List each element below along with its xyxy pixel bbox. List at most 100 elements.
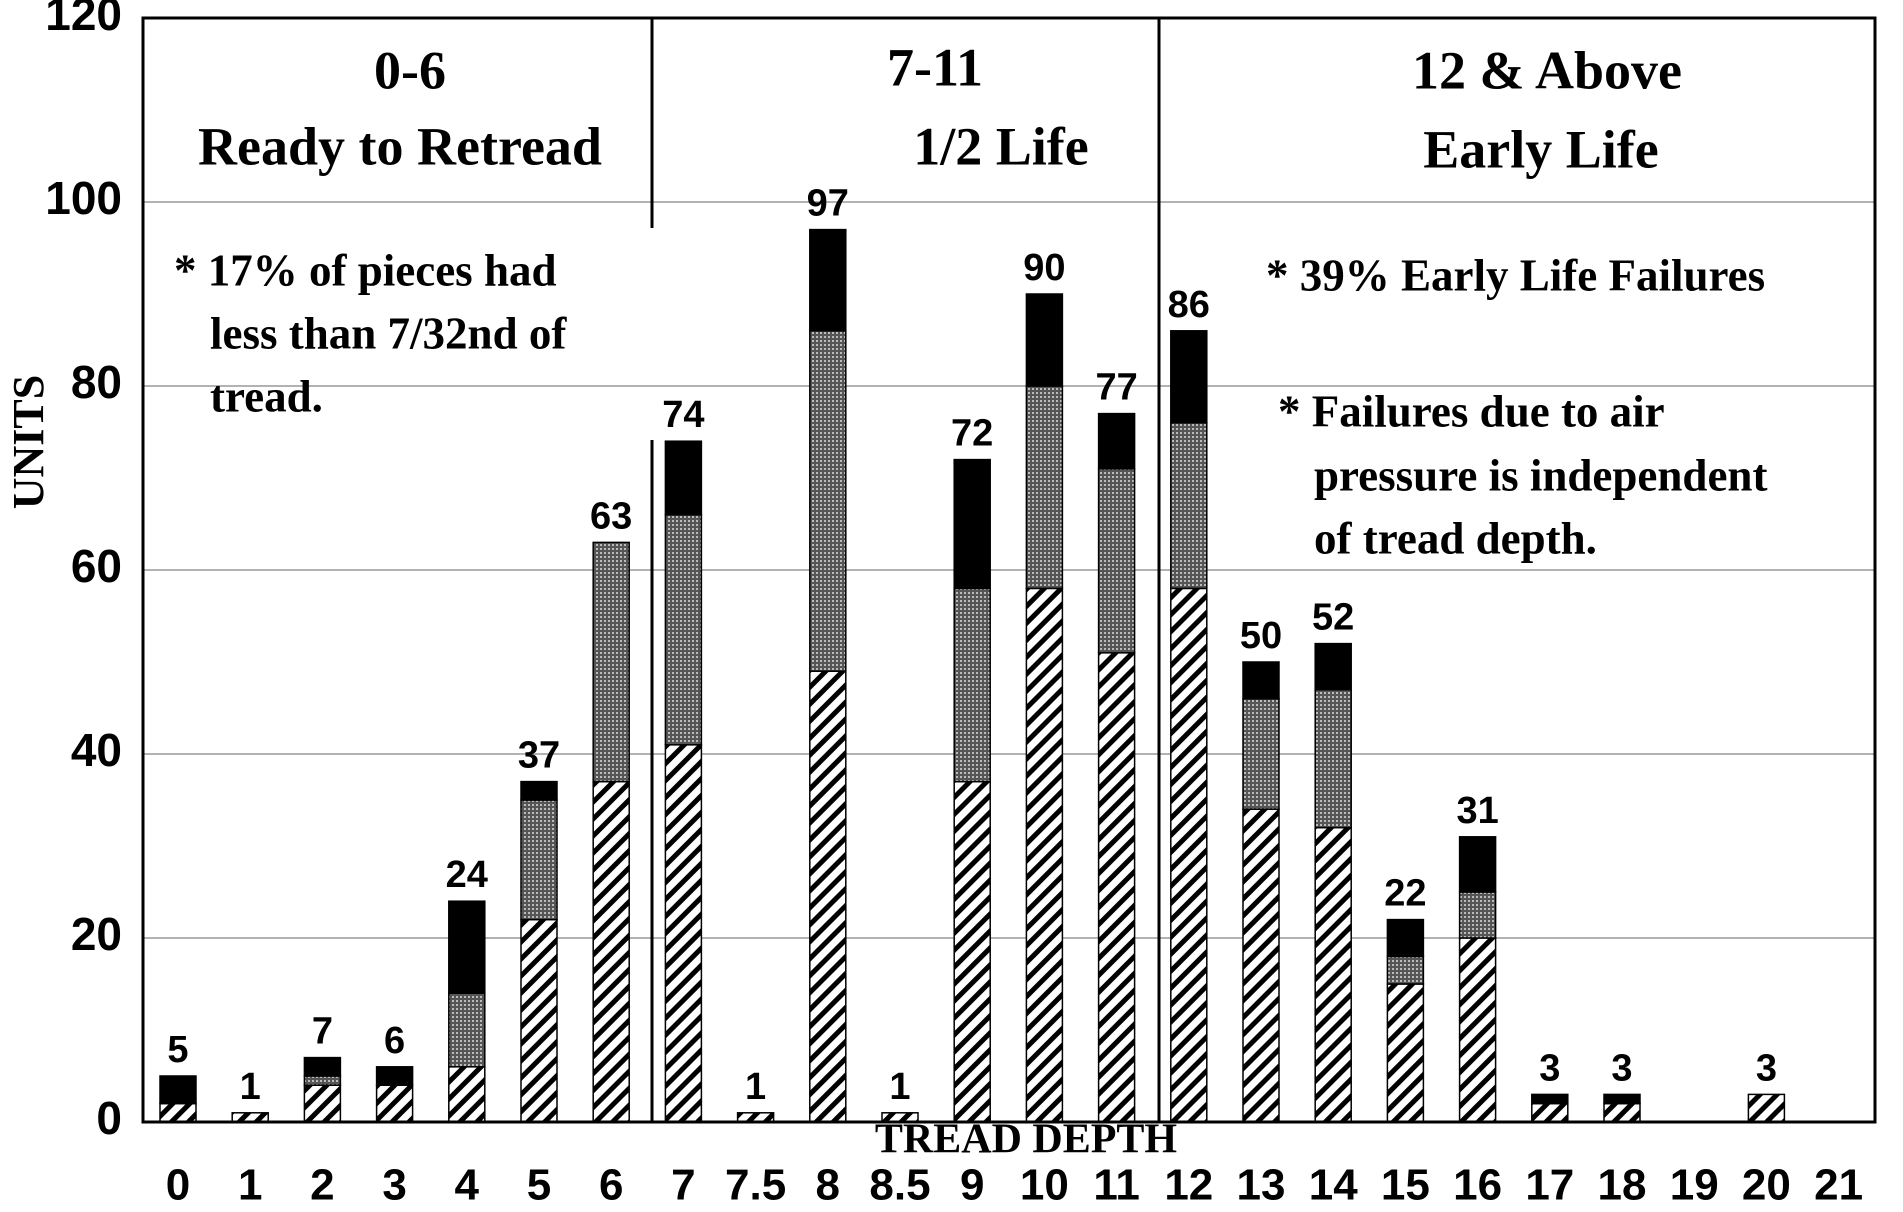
x-tick-label: 0 — [166, 1161, 190, 1210]
bar-segment — [1170, 422, 1208, 590]
bar-segment — [953, 587, 991, 783]
bar-segment — [303, 1075, 342, 1086]
bar-segment — [448, 1066, 486, 1123]
y-axis-label: UNITS — [4, 375, 53, 510]
bar-segment — [1386, 918, 1425, 958]
x-tick-label: 8.5 — [869, 1161, 930, 1210]
total-label: 86 — [1168, 284, 1210, 326]
x-tick-label: 3 — [382, 1161, 406, 1210]
bar-segment — [1458, 891, 1497, 939]
x-tick-label: 7 — [671, 1161, 695, 1210]
annotation: pressure is independent — [1314, 450, 1767, 500]
annotation: * 17% of pieces had — [174, 245, 557, 295]
x-tick-label: 8 — [816, 1161, 840, 1210]
total-label: 6 — [384, 1020, 405, 1062]
bar-segment — [664, 744, 703, 1123]
y-tick-label: 100 — [45, 172, 122, 224]
annotation: of tread depth. — [1314, 513, 1597, 563]
total-label: 22 — [1384, 873, 1426, 915]
bar-segment — [1170, 587, 1208, 1123]
x-tick-label: 21 — [1814, 1161, 1863, 1210]
annotation: less than 7/32nd of — [210, 308, 567, 358]
bar-segment — [448, 900, 486, 994]
y-tick-label: 80 — [71, 356, 122, 408]
total-label: 52 — [1312, 597, 1354, 639]
bar-segment — [592, 780, 630, 1123]
bar-segment — [664, 440, 703, 516]
region-label: Early Life — [1423, 119, 1658, 179]
bar-segment — [1242, 661, 1280, 700]
total-label: 1 — [889, 1066, 910, 1108]
x-tick-label: 14 — [1309, 1161, 1358, 1210]
x-tick-label: 16 — [1453, 1161, 1502, 1210]
bar-segment — [159, 1075, 197, 1105]
bar-segment — [520, 918, 558, 1123]
total-label: 97 — [807, 183, 849, 225]
bar-segment — [448, 992, 486, 1068]
total-label: 90 — [1023, 247, 1065, 289]
bar-segment — [1097, 468, 1136, 654]
bar-segment — [1242, 698, 1280, 810]
bar-segment — [375, 1066, 414, 1086]
region-range: 7-11 — [887, 37, 983, 97]
total-label: 63 — [590, 495, 632, 537]
bar-segment — [1314, 826, 1352, 1123]
region-range: 0-6 — [374, 40, 446, 100]
total-label: 1 — [745, 1066, 766, 1108]
bar-segment — [809, 330, 847, 672]
x-tick-label: 19 — [1670, 1161, 1719, 1210]
bar-segment — [1025, 587, 1064, 1123]
grid — [143, 17, 1875, 1123]
total-label: 3 — [1611, 1047, 1632, 1089]
bar-segment — [953, 780, 991, 1123]
x-tick-label: 13 — [1237, 1161, 1286, 1210]
x-tick-label: 10 — [1020, 1161, 1069, 1210]
bar-segment — [1097, 652, 1136, 1123]
x-tick-label: 20 — [1742, 1161, 1791, 1210]
bar-segment — [1242, 808, 1280, 1123]
bar-segment — [1458, 836, 1497, 893]
x-tick-label: 17 — [1525, 1161, 1574, 1210]
bar-segment — [1386, 955, 1425, 985]
y-tick-label: 40 — [71, 724, 122, 776]
x-tick-label: 4 — [455, 1161, 480, 1210]
x-tick-label: 11 — [1093, 1161, 1140, 1210]
x-tick-label: 9 — [960, 1161, 984, 1210]
region-range: 12 & Above — [1412, 40, 1682, 100]
bar-segment — [1314, 688, 1352, 829]
x-tick-label: 1 — [238, 1161, 262, 1210]
total-label: 3 — [1539, 1047, 1560, 1089]
total-label: 72 — [951, 413, 993, 455]
bar-segment — [1531, 1102, 1569, 1123]
x-tick-label: 15 — [1381, 1161, 1430, 1210]
total-label: 3 — [1756, 1047, 1777, 1089]
bar-segment — [303, 1056, 342, 1077]
region-label: Ready to Retread — [198, 116, 602, 176]
bar-segment — [809, 228, 847, 332]
total-label: 74 — [662, 394, 704, 436]
bar-segment — [664, 514, 703, 746]
annotation: * 39% Early Life Failures — [1266, 250, 1765, 300]
total-label: 1 — [240, 1066, 261, 1108]
total-label: 37 — [518, 735, 560, 777]
x-tick-label: 7.5 — [725, 1161, 786, 1210]
bar-segment — [1314, 642, 1352, 691]
bar-segment — [809, 670, 847, 1123]
bar-segment — [1603, 1102, 1641, 1123]
bar-segment — [1603, 1093, 1641, 1105]
total-label: 24 — [446, 854, 488, 896]
bar-segment — [1386, 983, 1425, 1123]
x-tick-label: 12 — [1164, 1161, 1213, 1210]
bar-segment — [1097, 412, 1136, 470]
bar-segment — [1458, 937, 1497, 1123]
bar-segment — [520, 780, 558, 801]
bar-segment — [953, 458, 991, 590]
x-tick-label: 6 — [599, 1161, 623, 1210]
y-tick-label: 20 — [71, 908, 122, 960]
x-axis-label: TREAD DEPTH — [875, 1117, 1177, 1163]
total-label: 7 — [312, 1011, 333, 1053]
total-label: 77 — [1095, 367, 1137, 409]
bar-segment — [1025, 293, 1064, 387]
x-tick-label: 18 — [1598, 1161, 1647, 1210]
